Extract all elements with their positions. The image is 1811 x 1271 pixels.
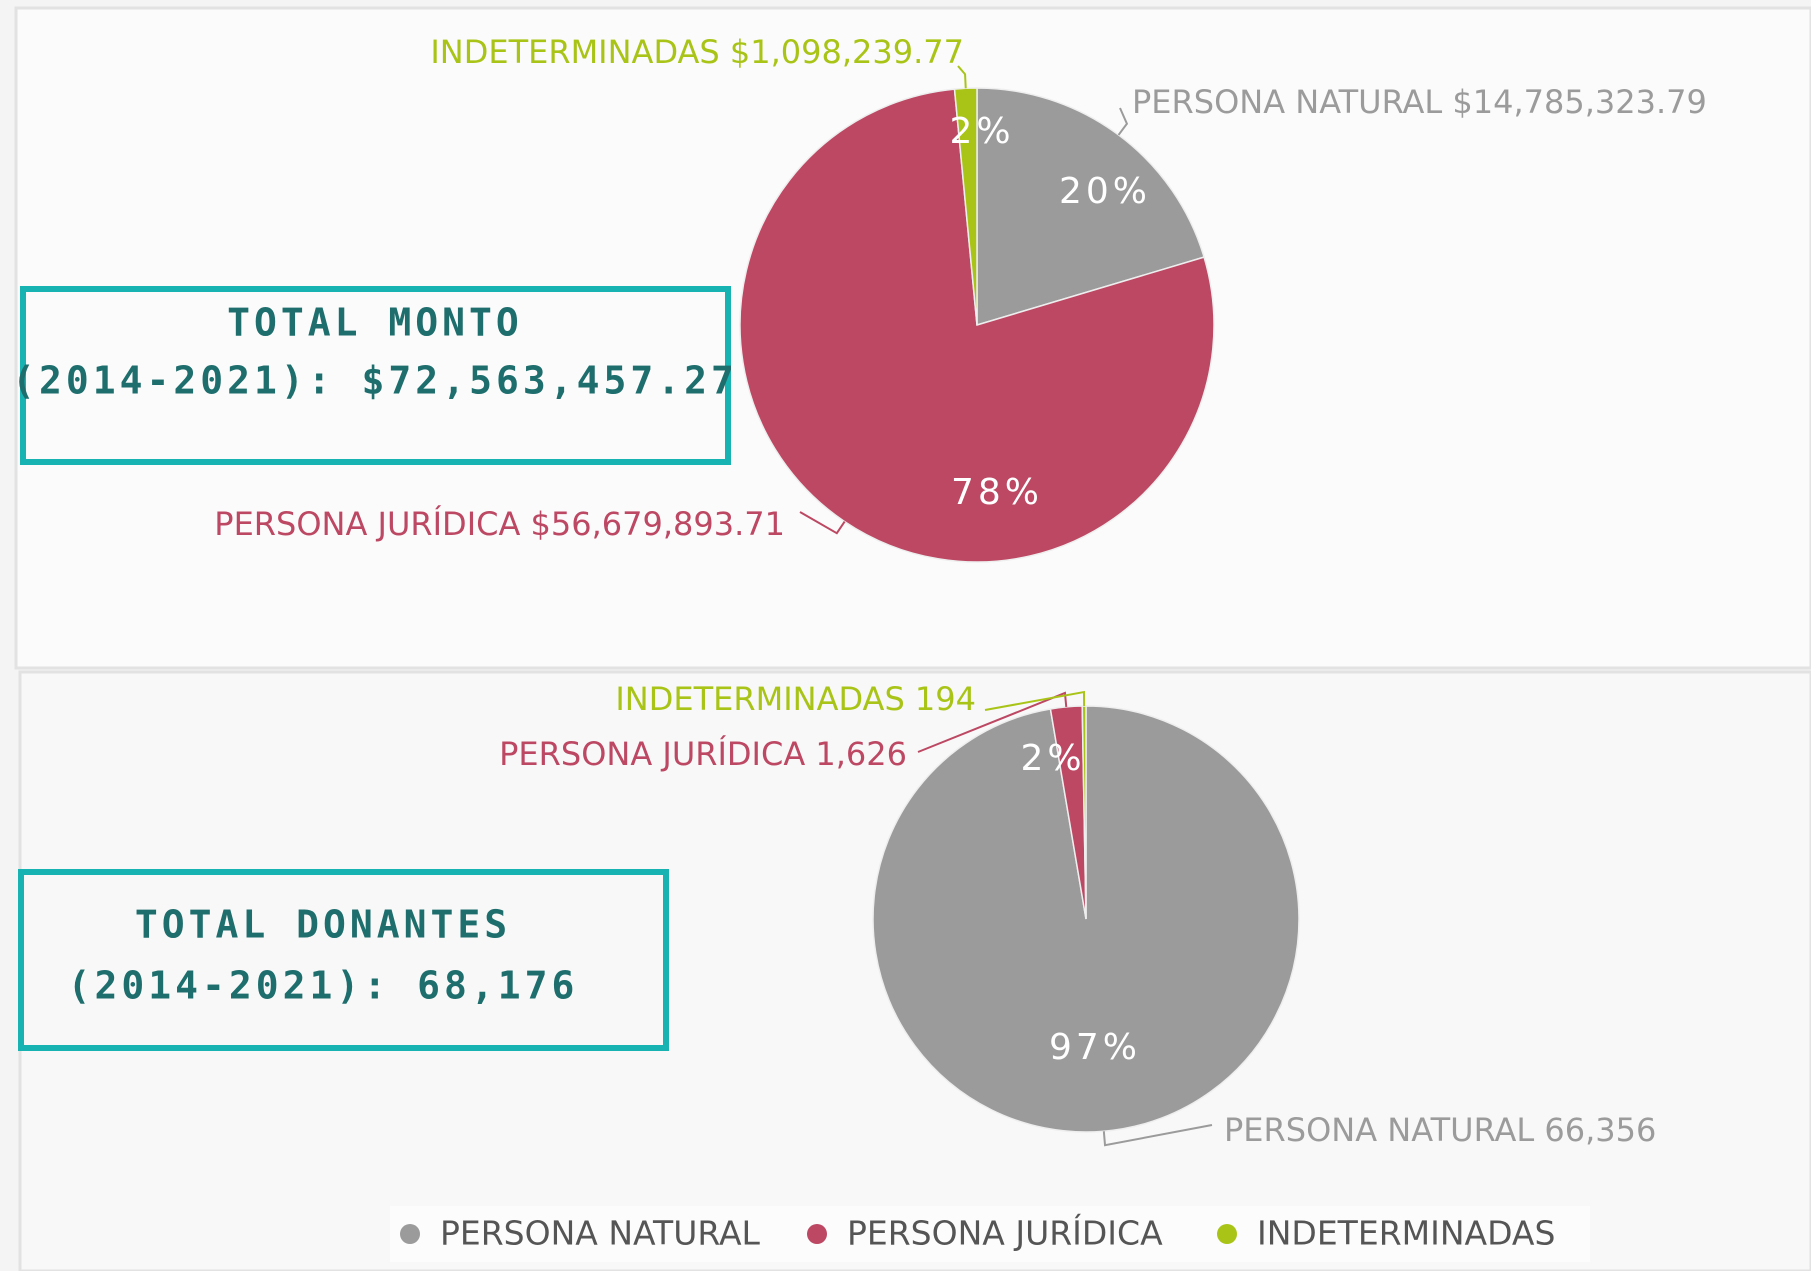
percent-label: 97%	[1049, 1027, 1141, 1068]
leader-line	[917, 691, 1068, 753]
pie-slice	[739, 88, 1215, 563]
value-label: $56,679,893.71	[531, 505, 785, 543]
data-label: INDETERMINADAS 194	[615, 680, 976, 718]
percent-label: 78%	[951, 472, 1043, 513]
legend-marker	[1217, 1224, 1237, 1244]
annotation: TOTAL MONTO	[227, 301, 523, 345]
annotation-box	[20, 286, 731, 465]
value-label: 66,356	[1544, 1111, 1656, 1149]
leader-line	[957, 65, 967, 89]
legend-label: INDETERMINADAS	[1257, 1214, 1555, 1253]
legend-marker	[400, 1224, 420, 1244]
category-name: PERSONA NATURAL	[1132, 83, 1442, 121]
data-label: INDETERMINADAS $1,098,239.77	[430, 33, 964, 71]
value-label: 1,626	[815, 735, 907, 773]
legend-label: PERSONA JURÍDICA	[847, 1213, 1163, 1253]
annotation: TOTAL DONANTES	[135, 903, 511, 947]
category-name: PERSONA JURÍDICA	[499, 735, 805, 773]
pie-slice	[872, 705, 1300, 1133]
leader-line	[799, 511, 846, 535]
category-name: INDETERMINADAS	[430, 33, 719, 71]
legend-label: PERSONA NATURAL	[440, 1214, 761, 1253]
legend-box	[390, 1206, 1590, 1262]
annotation-box	[18, 869, 669, 1051]
data-label: PERSONA NATURAL $14,785,323.79	[1132, 83, 1707, 121]
data-label: PERSONA JURÍDICA $56,679,893.71	[214, 505, 785, 543]
data-label: PERSONA JURÍDICA 1,626	[499, 735, 907, 773]
leader-line	[1117, 107, 1129, 136]
category-name: PERSONA NATURAL	[1224, 1111, 1534, 1149]
percent-label: 2%	[1020, 738, 1085, 779]
leader-line	[1102, 1124, 1213, 1147]
value-label: 194	[915, 680, 976, 718]
category-name: INDETERMINADAS	[615, 680, 904, 718]
category-name: PERSONA JURÍDICA	[214, 505, 520, 543]
data-label: PERSONA NATURAL 66,356	[1224, 1111, 1656, 1149]
percent-label: 2%	[949, 111, 1014, 152]
legend-marker	[807, 1224, 827, 1244]
annotation: (2014-2021): $72,563,457.27	[12, 359, 738, 403]
value-label: $1,098,239.77	[730, 33, 964, 71]
leader-line	[984, 690, 1086, 711]
annotation: (2014-2021): 68,176	[68, 964, 579, 1008]
value-label: $14,785,323.79	[1452, 83, 1706, 121]
percent-label: 20%	[1059, 171, 1151, 212]
